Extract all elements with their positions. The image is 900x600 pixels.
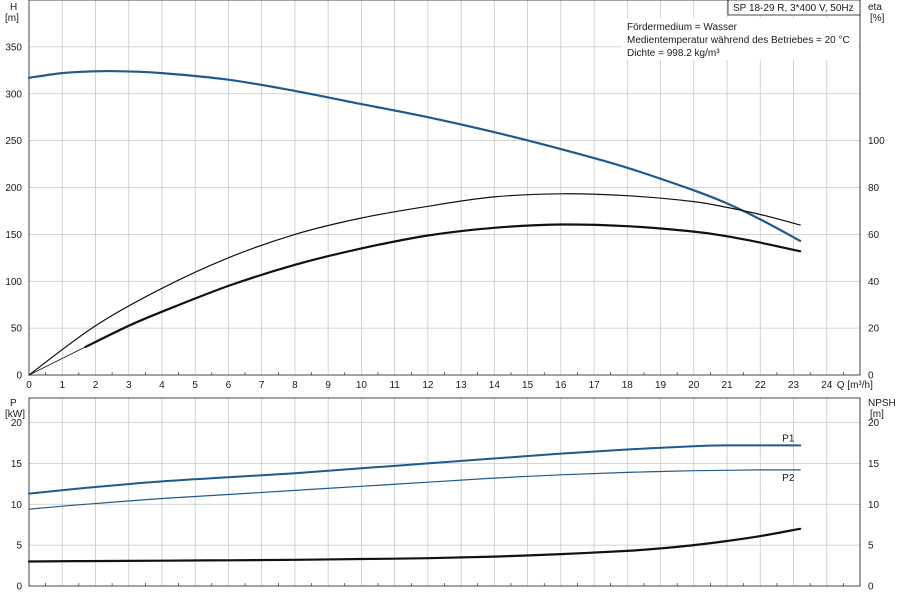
x-tick-label: 20 (688, 380, 700, 391)
series-line-0-1 (28, 193, 801, 376)
y-right-tick-label: 10 (868, 500, 880, 511)
plot-frame (28, 0, 861, 376)
y-right-tick-label: 15 (868, 459, 880, 470)
y-left-axis-unit: [m] (5, 13, 19, 24)
x-tick-label: 2 (93, 380, 99, 391)
y-left-axis-label: P (10, 398, 17, 409)
y-left-tick-label: 0 (16, 582, 22, 593)
y-left-tick-label: 10 (11, 500, 23, 511)
series-line-p2 (28, 469, 801, 510)
x-tick-label: 18 (622, 380, 634, 391)
info-line-temperature: Medientemperatur während des Betriebes =… (627, 35, 850, 46)
x-tick-label: 21 (721, 380, 733, 391)
x-tick-label: 1 (59, 380, 65, 391)
x-tick-label: 17 (589, 380, 601, 391)
x-tick-label: 10 (356, 380, 368, 391)
x-tick-label: 4 (159, 380, 165, 391)
x-tick-label: 5 (192, 380, 198, 391)
x-tick-label: 15 (522, 380, 534, 391)
x-tick-label: 13 (456, 380, 468, 391)
y-left-tick-label: 5 (16, 541, 22, 552)
series-label-p2: P2 (782, 473, 795, 484)
y-left-tick-label: 200 (5, 183, 22, 194)
y-left-tick-label: 100 (5, 277, 22, 288)
x-tick-label: 11 (389, 380, 400, 391)
series-line-p1 (28, 444, 802, 495)
y-right-tick-label: 5 (868, 541, 874, 552)
y-right-tick-label: 60 (868, 230, 880, 241)
y-left-tick-label: 350 (5, 42, 22, 53)
y-left-tick-label: 20 (11, 418, 23, 429)
x-axis-label: Q [m³/h] (837, 380, 873, 391)
series-line-0-2 (84, 223, 802, 348)
x-tick-label: 9 (325, 380, 331, 391)
info-line-medium: Fördermedium = Wasser (627, 22, 738, 33)
head-efficiency-plot: 050100150200250300350020406080100H[m]eta… (5, 0, 885, 391)
x-tick-label: 6 (226, 380, 232, 391)
y-right-tick-label: 0 (868, 582, 874, 593)
y-left-tick-label: 150 (5, 230, 22, 241)
series-label-p1: P1 (782, 433, 795, 444)
y-right-axis-unit: [%] (870, 13, 885, 24)
y-left-axis-unit: [kW] (5, 409, 25, 420)
x-tick-label: 7 (259, 380, 265, 391)
y-left-tick-label: 250 (5, 136, 22, 147)
y-left-axis-label: H (10, 2, 17, 13)
x-tick-label: 14 (489, 380, 501, 391)
series-line-1-2 (27, 527, 802, 563)
power-npsh-plot: 0 5 10 15 20 0 5 10 15 20 P[kW] NPSH[m] P1 P2 (5, 397, 896, 593)
y-right-axis-label: NPSH (868, 398, 896, 409)
header-box-text: SP 18-29 R, 3*400 V, 50Hz (733, 3, 854, 14)
y-right-tick-label: 20 (868, 324, 880, 335)
y-right-axis-label: eta (868, 2, 882, 13)
y-left-tick-label: 50 (11, 324, 23, 335)
series-line-0-0 (27, 69, 802, 242)
y-right-tick-label: 100 (868, 136, 885, 147)
info-line-density: Dichte = 998.2 kg/m³ (627, 48, 720, 59)
x-tick-label: 16 (555, 380, 567, 391)
y-right-tick-label: 0 (868, 371, 874, 382)
series-line-0-3 (28, 346, 86, 376)
x-tick-label: 12 (422, 380, 434, 391)
y-right-tick-label: 40 (868, 277, 880, 288)
y-left-tick-label: 0 (16, 371, 22, 382)
info-box-bg (622, 18, 858, 60)
x-tick-label: 22 (755, 380, 767, 391)
x-tick-label: 8 (292, 380, 298, 391)
y-right-axis-unit: [m] (870, 409, 884, 420)
header-box (727, 0, 861, 16)
y-left-tick-label: 15 (11, 459, 23, 470)
x-tick-label: 3 (126, 380, 132, 391)
x-tick-label: 19 (655, 380, 667, 391)
x-tick-label: 23 (788, 380, 800, 391)
y-right-tick-label: 20 (868, 418, 880, 429)
y-right-tick-label: 80 (868, 183, 880, 194)
y-left-tick-label: 300 (5, 89, 22, 100)
plot-frame (28, 397, 861, 587)
x-tick-label: 24 (821, 380, 833, 391)
x-tick-label: 0 (26, 380, 32, 391)
